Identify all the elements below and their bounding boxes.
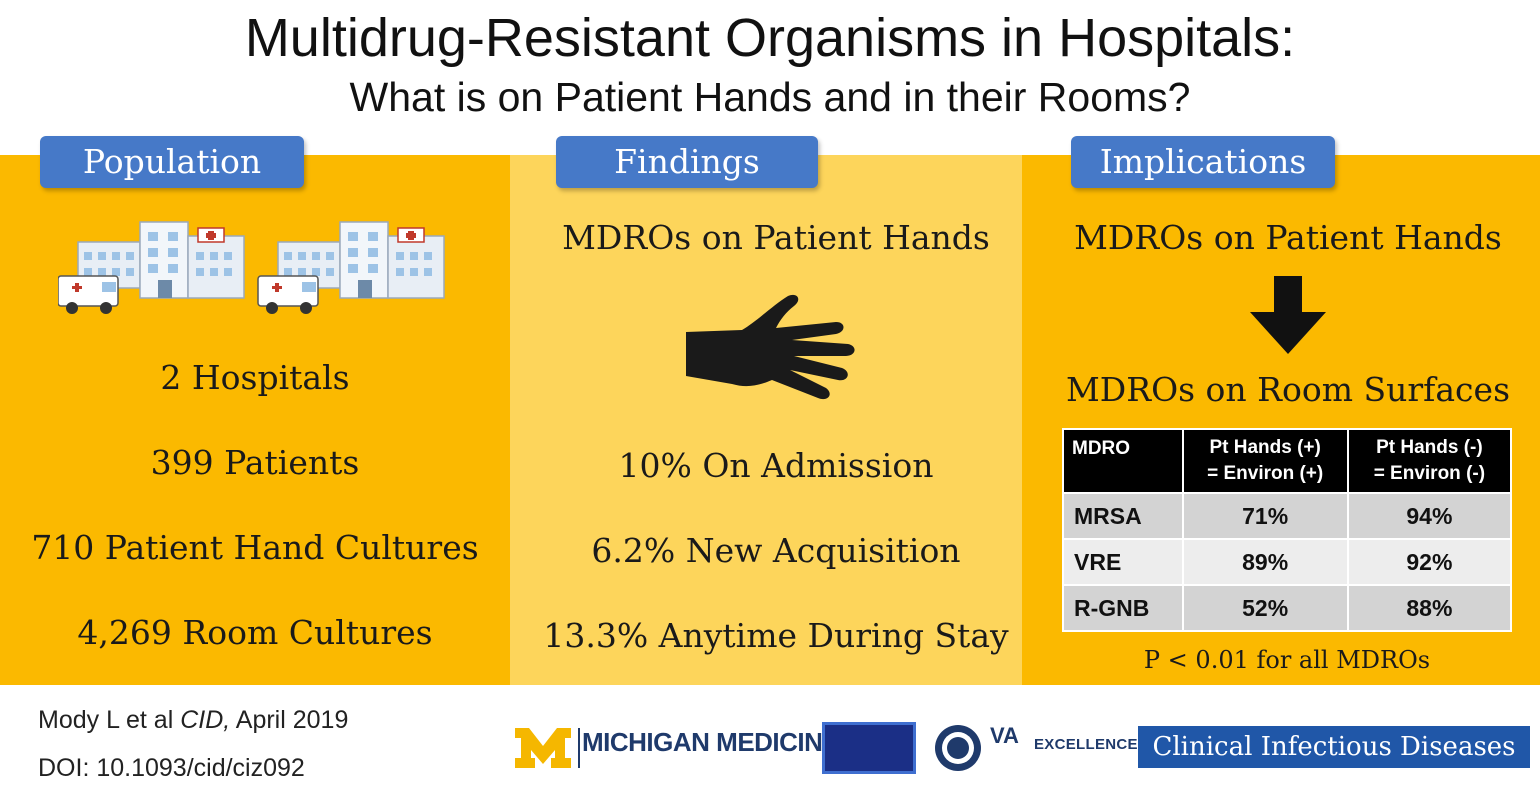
cell-neg: 88% bbox=[1346, 584, 1513, 632]
michigan-medicine-logo: MICHIGAN MEDICINE bbox=[582, 727, 840, 757]
column-header-pos-line1: Pt Hands (+) bbox=[1209, 437, 1321, 458]
infographic-header: Multidrug-Resistant Organisms in Hospita… bbox=[0, 0, 1540, 130]
table-row: VRE 89% 92% bbox=[1062, 538, 1513, 586]
cid-journal-logo: Clinical Infectious Diseases bbox=[1138, 726, 1530, 768]
stat-patients: 399 Patients bbox=[150, 443, 360, 482]
henry-ford-logo bbox=[822, 722, 916, 774]
citation: Mody L et al CID, April 2019 bbox=[38, 704, 348, 736]
down-arrow-icon bbox=[1250, 276, 1326, 354]
mdro-table: MDRO Pt Hands (+) = Environ (+) Pt Hands… bbox=[1062, 428, 1513, 632]
logo-divider bbox=[578, 728, 580, 768]
cell-mdro: MRSA bbox=[1062, 492, 1184, 540]
findings-tab: Findings bbox=[556, 136, 818, 188]
findings-panel bbox=[510, 155, 1022, 685]
va-seal-logo bbox=[935, 725, 981, 771]
page-subtitle: What is on Patient Hands and in their Ro… bbox=[349, 74, 1191, 120]
stat-anytime: 13.3% Anytime During Stay bbox=[543, 616, 1009, 655]
cell-pos: 71% bbox=[1181, 492, 1349, 540]
hospital-group-2 bbox=[257, 221, 445, 314]
p-value-note: P < 0.01 for all MDROs bbox=[1143, 646, 1431, 674]
va-excellence-text: EXCELLENCE bbox=[1034, 736, 1138, 753]
column-header-pos-line2: = Environ (+) bbox=[1207, 463, 1324, 484]
column-header-neg: Pt Hands (-) = Environ (-) bbox=[1346, 428, 1513, 494]
cell-pos: 89% bbox=[1181, 538, 1349, 586]
stat-room-cultures: 4,269 Room Cultures bbox=[77, 613, 433, 652]
page-title: Multidrug-Resistant Organisms in Hospita… bbox=[244, 8, 1296, 68]
hand-icon bbox=[686, 294, 855, 400]
column-header-pos: Pt Hands (+) = Environ (+) bbox=[1181, 428, 1349, 494]
cell-mdro: R-GNB bbox=[1062, 584, 1184, 632]
findings-heading: MDROs on Patient Hands bbox=[562, 218, 990, 257]
stat-new-acquisition: 6.2% New Acquisition bbox=[591, 531, 961, 570]
michigan-block-m-logo bbox=[515, 728, 571, 768]
population-tab: Population bbox=[40, 136, 304, 188]
hospital-building-icon bbox=[58, 221, 445, 314]
cell-neg: 92% bbox=[1346, 538, 1513, 586]
cell-pos: 52% bbox=[1181, 584, 1349, 632]
stat-on-admission: 10% On Admission bbox=[618, 446, 934, 485]
table-row: R-GNB 52% 88% bbox=[1062, 584, 1513, 632]
cell-mdro: VRE bbox=[1062, 538, 1184, 586]
implications-tab: Implications bbox=[1071, 136, 1335, 188]
va-logo-text: VA bbox=[990, 723, 1019, 748]
table-row: MRSA 71% 94% bbox=[1062, 492, 1513, 540]
implications-heading-bottom: MDROs on Room Surfaces bbox=[1065, 370, 1511, 409]
table-header-row: MDRO Pt Hands (+) = Environ (+) Pt Hands… bbox=[1062, 428, 1513, 494]
doi-text: DOI: 10.1093/cid/ciz092 bbox=[38, 754, 305, 782]
stat-hand-cultures: 710 Patient Hand Cultures bbox=[31, 528, 479, 567]
stat-hospitals: 2 Hospitals bbox=[160, 358, 350, 397]
hospital-group-1 bbox=[58, 221, 245, 314]
citation-authors: Mody L et al bbox=[38, 706, 181, 734]
citation-journal: CID, bbox=[180, 706, 231, 734]
column-header-neg-line1: Pt Hands (-) bbox=[1376, 437, 1483, 458]
column-header-mdro: MDRO bbox=[1062, 428, 1184, 494]
citation-date: April 2019 bbox=[230, 706, 349, 734]
implications-heading-top: MDROs on Patient Hands bbox=[1074, 218, 1502, 257]
column-header-neg-line2: = Environ (-) bbox=[1373, 463, 1486, 484]
cell-neg: 94% bbox=[1346, 492, 1513, 540]
